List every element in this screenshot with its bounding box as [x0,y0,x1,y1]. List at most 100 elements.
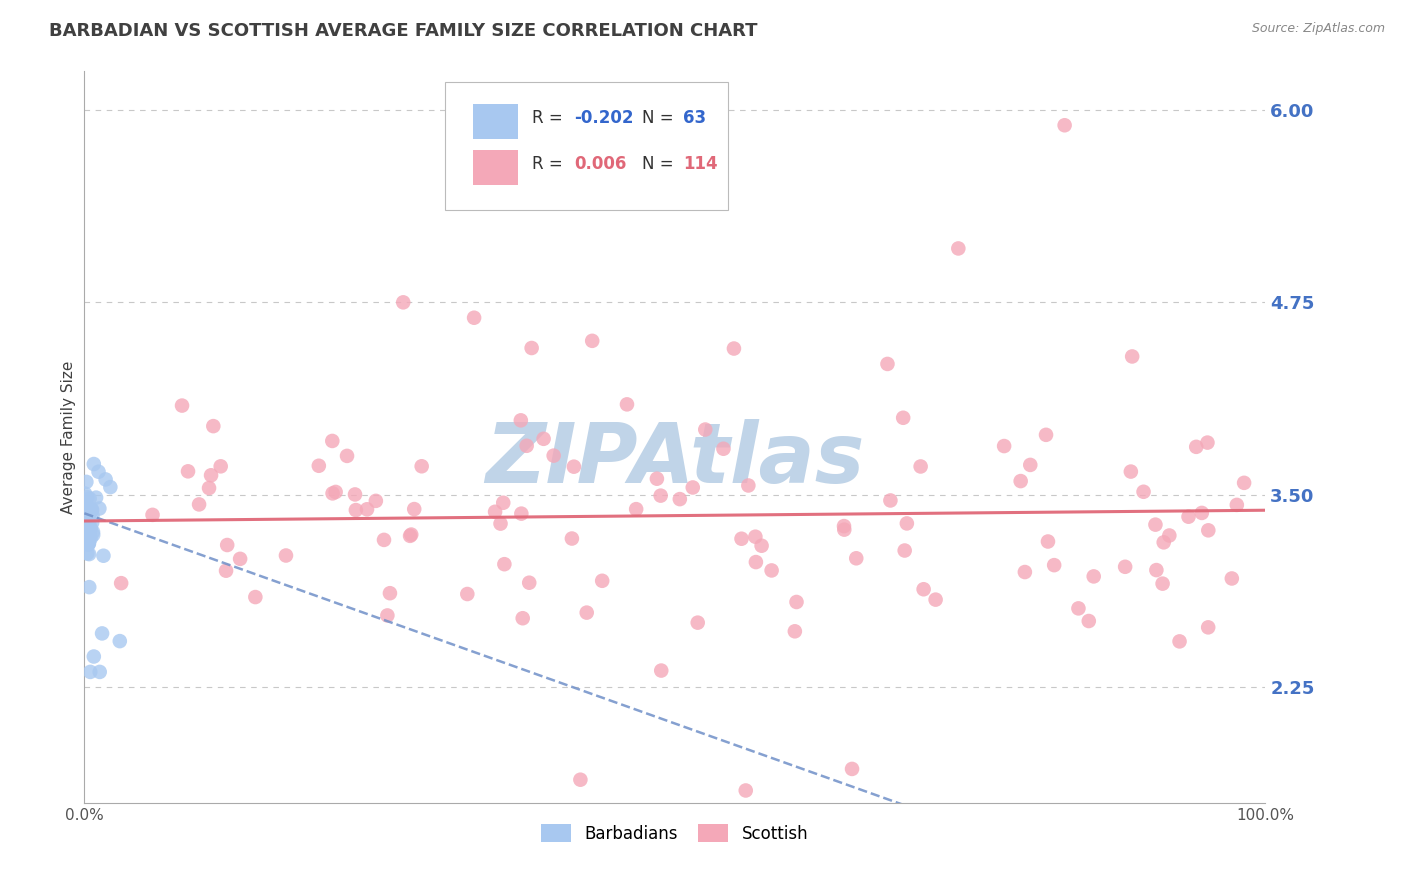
Point [456,587,478,601]
Point [411,459,433,474]
Point [76,490,98,504]
Point [1144,563,1167,577]
Point [561,532,583,546]
Point [948,242,970,256]
Point [170,399,193,413]
Point [79,532,101,546]
Point [77,536,100,550]
Point [98,480,121,494]
Point [1014,565,1036,579]
Point [77,509,100,524]
Point [891,410,914,425]
Point [1119,465,1142,479]
Point [730,532,752,546]
Point [89,665,111,679]
Point [308,458,330,473]
FancyBboxPatch shape [472,104,517,139]
FancyBboxPatch shape [472,150,517,185]
Point [79,529,101,543]
Point [75,514,97,528]
Point [783,624,806,639]
Point [364,494,387,508]
Point [84,491,107,505]
Text: N =: N = [641,109,679,128]
Point [832,523,855,537]
Text: BARBADIAN VS SCOTTISH AVERAGE FAMILY SIZE CORRELATION CHART: BARBADIAN VS SCOTTISH AVERAGE FAMILY SIZ… [49,22,758,40]
Point [215,564,238,578]
Point [645,472,668,486]
Point [1191,506,1213,520]
Point [83,649,105,664]
Point [77,580,100,594]
Point [993,439,1015,453]
Point [399,529,422,543]
Point [1144,517,1167,532]
Point [77,536,100,550]
Point [650,664,672,678]
Point [737,478,759,492]
Point [77,537,100,551]
Point [1233,475,1256,490]
Point [73,532,96,546]
Point [876,357,898,371]
Point [924,592,946,607]
Point [841,762,863,776]
Point [76,500,98,514]
Point [910,459,932,474]
Point [73,496,96,510]
Point [73,501,96,516]
Point [786,595,808,609]
Point [80,521,103,535]
Point [229,552,252,566]
Point [94,472,117,486]
Point [274,549,297,563]
Point [75,514,97,528]
Point [1168,634,1191,648]
Point [141,508,163,522]
Point [543,449,565,463]
Point [75,475,97,489]
Point [76,546,98,560]
Point [79,517,101,532]
Point [1226,498,1249,512]
Point [83,457,105,471]
Point [399,527,422,541]
Point [198,481,221,495]
Point [73,502,96,516]
Point [77,538,100,552]
Point [108,634,131,648]
Point [650,489,672,503]
Point [575,606,598,620]
Point [713,442,735,456]
Point [484,505,506,519]
Point [893,543,915,558]
Point [581,334,603,348]
Point [616,397,638,411]
Point [1132,484,1154,499]
Point [321,434,343,448]
Point [245,590,267,604]
Point [75,521,97,535]
Point [1185,440,1208,454]
Text: 63: 63 [683,109,706,128]
Point [624,502,647,516]
Point [75,523,97,537]
Point [1083,569,1105,583]
Point [76,511,98,525]
Text: R =: R = [531,109,568,128]
Point [325,485,347,500]
Point [1197,620,1219,634]
Point [896,516,918,531]
Point [404,502,426,516]
Point [110,576,132,591]
Point [76,525,98,540]
Point [1197,524,1219,538]
Point [77,547,100,561]
Point [82,524,104,539]
Point [1010,474,1032,488]
Point [75,530,97,544]
Point [520,341,543,355]
Text: N =: N = [641,154,679,172]
Point [744,530,766,544]
Point [217,538,239,552]
